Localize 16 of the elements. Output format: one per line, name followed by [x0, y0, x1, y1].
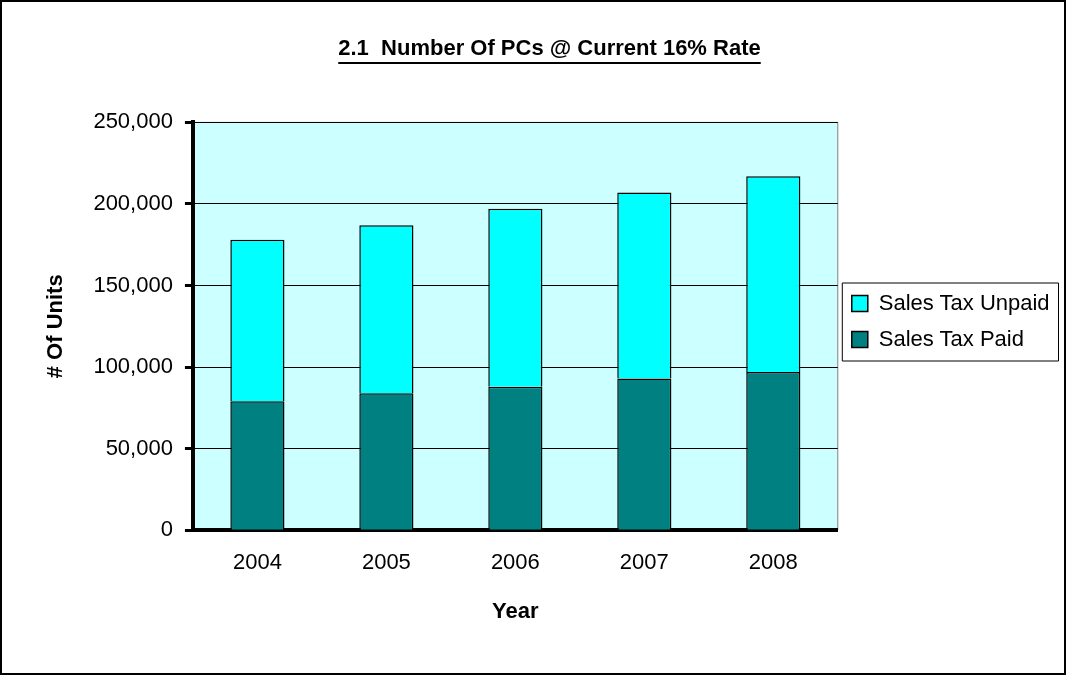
- x-tick-label: 2008: [748, 549, 798, 575]
- y-tick-label: 100,000: [93, 353, 173, 379]
- x-tick-label: 2005: [361, 549, 411, 575]
- x-tick-label: 2007: [619, 549, 669, 575]
- legend-label: Sales Tax Paid: [878, 325, 1024, 351]
- y-tick-label: 50,000: [105, 434, 173, 460]
- legend-label: Sales Tax Unpaid: [878, 289, 1050, 315]
- chart-title: 2.1 Number Of PCs @ Current 16% Rate: [338, 35, 761, 61]
- y-tick-label: 250,000: [93, 108, 173, 134]
- y-tick-label: 0: [160, 516, 173, 542]
- x-axis-title: Year: [492, 597, 540, 623]
- y-tick-label: 150,000: [93, 271, 173, 297]
- y-axis-title: # Of Units: [42, 274, 68, 379]
- x-tick-label: 2006: [490, 549, 540, 575]
- x-tick-label: 2004: [232, 549, 282, 575]
- y-tick-label: 200,000: [93, 190, 173, 216]
